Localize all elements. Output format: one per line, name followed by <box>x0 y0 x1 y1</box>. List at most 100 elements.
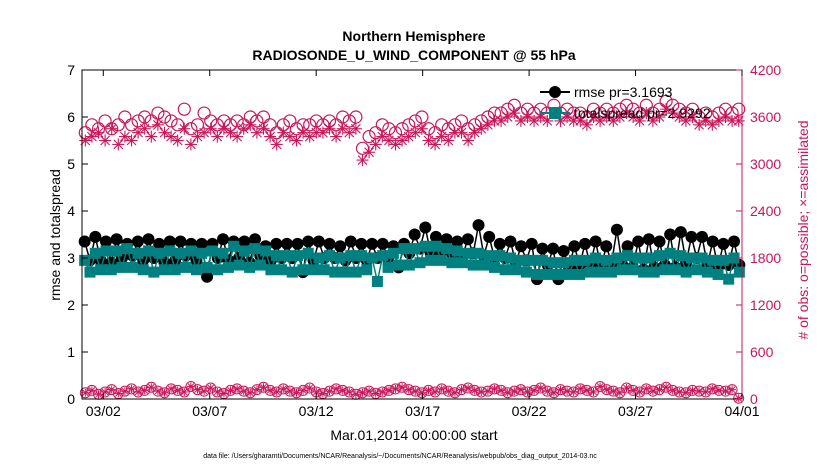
asterisk-stroke <box>634 116 645 126</box>
totalspread-point <box>478 259 490 271</box>
bottom-axis: 03/02 03/07 03/12 03/17 03/22 03/27 04/01 <box>86 70 760 419</box>
rmse-point <box>323 237 336 250</box>
totalspread-point <box>520 266 532 278</box>
obs-assimilated-point <box>277 126 290 139</box>
rmse-point <box>717 237 730 250</box>
asterisk-stroke <box>555 116 566 126</box>
obs-assimilated-point <box>184 138 197 151</box>
obs-assimilated-point <box>574 114 587 127</box>
totalspread-point <box>712 268 724 280</box>
totalspread-point <box>276 264 288 276</box>
totalspread-point <box>627 264 639 276</box>
rmse-point <box>568 240 581 253</box>
totalspread-point <box>132 247 144 259</box>
obs-assimilated-point <box>712 114 725 127</box>
obs-low-assimilated-point <box>134 387 143 396</box>
obs-low-possible-point <box>528 384 540 396</box>
asterisk-stroke <box>377 131 388 142</box>
obs-assimilated-point <box>508 107 521 120</box>
obs-possible-point <box>124 118 139 132</box>
asterisk-stroke <box>582 119 592 130</box>
totalspread-point <box>308 264 320 276</box>
obs-low-asterisk-stroke <box>286 387 294 395</box>
obs-low-asterisk-stroke <box>609 387 617 395</box>
obs-assimilated-point <box>316 126 329 139</box>
obs-assimilated-point <box>640 107 653 120</box>
obs-assimilated-point <box>211 130 224 143</box>
asterisk-stroke <box>410 127 421 138</box>
obs-low-asterisk-stroke <box>537 384 545 392</box>
obs-low-assimilated-point <box>490 384 499 393</box>
right-tick-label: 4200 <box>750 62 781 78</box>
asterisk-stroke <box>159 127 170 138</box>
obs-low-assimilated-point <box>266 386 275 395</box>
obs-low-possible-point <box>86 384 98 396</box>
rmse-point <box>642 233 655 246</box>
obs-assimilated-point <box>396 134 409 147</box>
obs-low-asterisk-stroke <box>735 394 743 402</box>
obs-assimilated-point <box>145 130 158 143</box>
right-axis: 0 600 1200 1800 2400 3000 3600 4200 <box>736 62 781 407</box>
obs-low-assimilated-point <box>404 385 413 394</box>
asterisk-stroke <box>384 135 394 146</box>
obs-assimilated-point <box>138 122 151 135</box>
obs-low-asterisk-stroke <box>88 387 96 394</box>
asterisk-stroke <box>357 155 368 165</box>
obs-low-assimilated-point <box>180 387 189 396</box>
asterisk-stroke <box>370 139 381 150</box>
asterisk-stroke <box>575 116 586 126</box>
obs-low-assimilated-point <box>523 387 532 396</box>
obs-low-assimilated-point <box>246 388 255 397</box>
obs-possible-point <box>230 114 244 128</box>
obs-low-assimilated-point <box>530 386 539 395</box>
rmse-point <box>110 233 123 246</box>
totalspread-point <box>382 261 394 273</box>
obs-low-assimilated-point <box>582 386 591 395</box>
x-tick-label: 03/17 <box>405 403 440 419</box>
obs-low-asterisk-stroke <box>425 387 432 394</box>
obs-low-asterisk-stroke <box>213 388 221 396</box>
obs-low-possible-point <box>733 392 745 404</box>
totalspread-point <box>249 243 261 255</box>
totalspread-point <box>717 254 729 266</box>
totalspread-point <box>451 245 463 257</box>
obs-low-asterisk-stroke <box>623 384 630 392</box>
plot-area <box>78 69 746 404</box>
obs-assimilated-point <box>105 122 118 135</box>
totalspread-point <box>201 261 213 273</box>
obs-low-possible-point <box>561 385 573 397</box>
totalspread-line <box>83 243 741 283</box>
obs-low-possible-point <box>640 383 652 395</box>
asterisk-stroke <box>601 112 612 122</box>
obs-low-possible-point <box>126 383 137 395</box>
obs-low-asterisk-stroke <box>464 384 472 392</box>
obs-assimilated-point <box>336 122 349 135</box>
rmse-point <box>600 240 613 253</box>
obs-low-asterisk-stroke <box>266 387 274 394</box>
asterisk-stroke <box>700 116 711 126</box>
obs-low-possible-point <box>251 384 263 396</box>
legend-rmse-marker <box>549 86 561 98</box>
rmse-point <box>131 235 144 248</box>
obs-assimilated-point <box>356 154 369 167</box>
totalspread-point <box>238 245 250 257</box>
obs-assimilated-point <box>528 114 541 127</box>
totalspread-point <box>153 247 165 259</box>
asterisk-stroke <box>390 139 401 150</box>
totalspread-point <box>164 245 176 257</box>
obs-low-asterisk-stroke <box>517 386 525 393</box>
legend-rmse-label: rmse pr=3.1693 <box>574 84 673 100</box>
obs-low-asterisk-stroke <box>405 386 413 393</box>
totalspread-point <box>467 259 479 271</box>
totalspread-point <box>648 266 660 278</box>
obs-low-asterisk-stroke <box>332 385 340 393</box>
obs-low-possible-point <box>324 385 335 397</box>
totalspread-point <box>387 247 399 259</box>
totalspread-point <box>244 261 256 273</box>
rmse-point <box>163 235 176 248</box>
totalspread-point <box>185 245 197 257</box>
obs-assimilated-point <box>270 138 283 151</box>
obs-assimilated-point <box>231 130 244 143</box>
obs-assimilated-point <box>666 107 679 120</box>
